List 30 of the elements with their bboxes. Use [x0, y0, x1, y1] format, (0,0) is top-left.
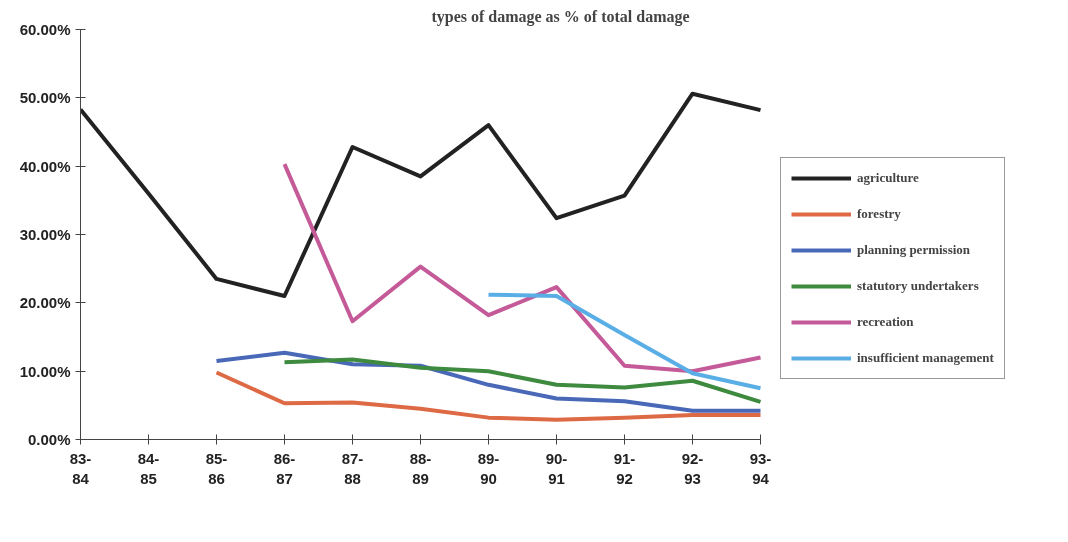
legend-label: planning permission: [857, 242, 971, 258]
legend-label: forestry: [857, 206, 901, 222]
y-tick-label: 60.00%: [19, 21, 71, 38]
y-tick-label: 20.00%: [19, 294, 71, 312]
line-series: [214, 370, 763, 422]
line-series: [80, 91, 763, 298]
y-tick-label: 0.00%: [27, 431, 71, 448]
x-tick-label: 93-94: [749, 449, 772, 487]
x-tick-label: 89-90: [477, 449, 500, 487]
x-tick-label: 90-91: [545, 449, 568, 487]
y-tick-label: 10.00%: [19, 362, 71, 380]
legend-label: insufficient management: [857, 350, 994, 366]
x-tick-label: 91-92: [613, 449, 636, 487]
x-tick-label: 83-84: [69, 449, 92, 487]
legend-label: statutory undertakers: [857, 278, 979, 294]
x-tick-label: 84-85: [137, 449, 160, 487]
y-tick-label: 40.00%: [19, 157, 71, 175]
legend-label: agriculture: [857, 170, 919, 186]
chart-title: types of damage as % of total damage: [431, 7, 690, 26]
x-tick-label: 88-89: [409, 449, 432, 487]
legend-label: recreation: [857, 314, 914, 330]
y-tick-label: 30.00%: [19, 226, 71, 243]
x-tick-label: 85-86: [205, 449, 228, 487]
line-series: [282, 357, 763, 404]
line-series: [282, 162, 763, 374]
y-tick-label: 50.00%: [19, 89, 71, 107]
x-tick-label: 92-93: [681, 449, 704, 487]
x-tick-label: 87-88: [341, 449, 364, 487]
line-series: [486, 292, 763, 391]
x-tick-label: 86-87: [273, 449, 296, 487]
